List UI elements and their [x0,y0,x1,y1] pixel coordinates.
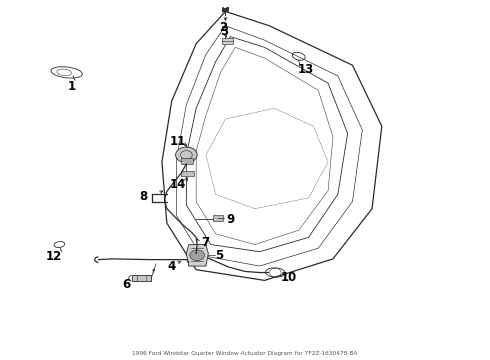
Polygon shape [186,244,208,266]
Text: 7: 7 [201,236,209,249]
Text: 6: 6 [122,278,131,291]
Text: 10: 10 [281,271,297,284]
Polygon shape [180,158,193,164]
Text: 3: 3 [220,26,228,39]
Text: 14: 14 [170,178,186,191]
Circle shape [190,250,204,261]
Circle shape [175,147,197,163]
Text: 9: 9 [226,213,235,226]
Polygon shape [222,39,233,44]
Text: 5: 5 [216,249,224,262]
Text: 13: 13 [297,63,314,76]
Text: 4: 4 [168,260,176,273]
Text: 8: 8 [140,190,148,203]
Text: 12: 12 [46,249,62,262]
Text: 1: 1 [68,80,75,93]
Text: 11: 11 [170,135,186,148]
Polygon shape [213,215,223,221]
Text: 1996 Ford Windstar Quarter Window Actuator Diagram for 7F2Z-1630478-BA: 1996 Ford Windstar Quarter Window Actuat… [132,351,358,356]
Polygon shape [180,171,194,176]
Polygon shape [132,275,151,281]
Text: 2: 2 [219,21,227,34]
